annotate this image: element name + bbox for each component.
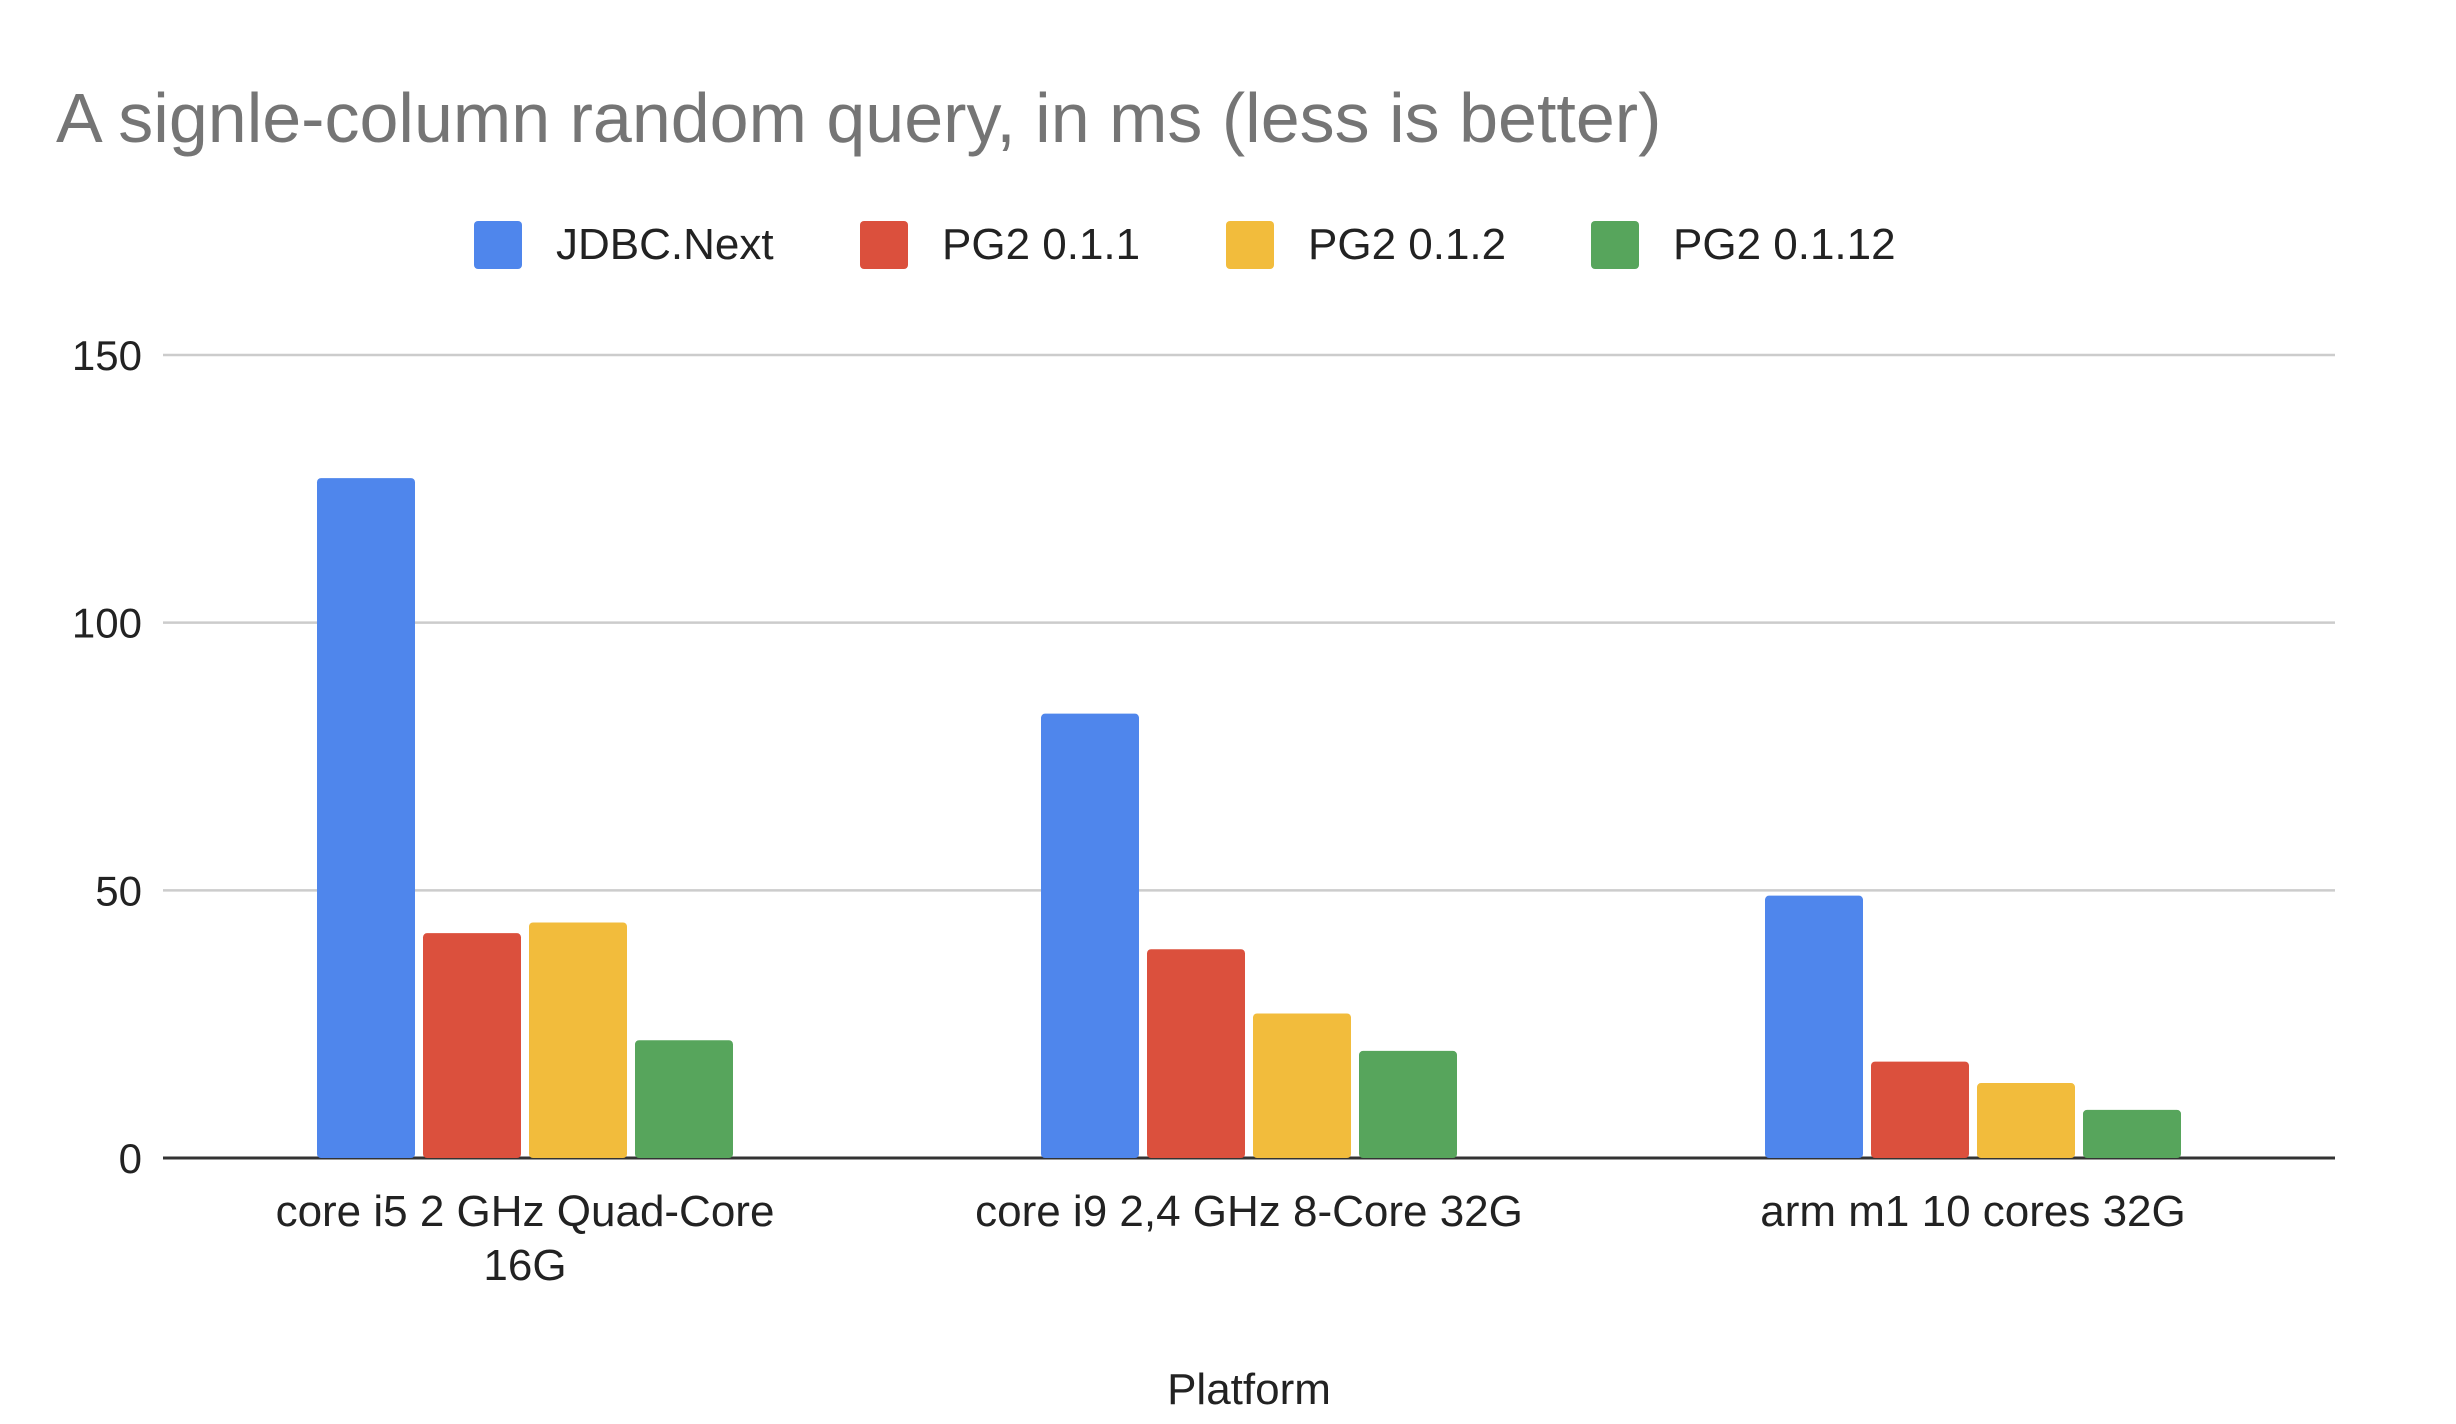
x-tick-label: core i5 2 GHz Quad-Core [276,1187,775,1236]
bar [635,1040,733,1158]
bar [423,933,521,1158]
y-tick-label: 150 [72,332,142,379]
y-tick-label: 50 [95,867,142,914]
y-tick-label: 0 [119,1135,142,1182]
chart-title: A signle-column random query, in ms (les… [56,79,1662,157]
legend-swatch [1591,221,1639,269]
bar [317,478,415,1158]
legend-label: PG2 0.1.12 [1673,220,1896,269]
legend-item: PG2 0.1.2 [1226,215,1506,275]
bar [529,922,627,1158]
legend-swatch [474,221,522,269]
x-tick-label: arm m1 10 cores 32G [1760,1187,2186,1236]
legend-label: PG2 0.1.2 [1308,220,1507,269]
legend-item: PG2 0.1.12 [1591,215,1896,275]
bar [1765,895,1863,1158]
legend-swatch [860,221,908,269]
legend-item: PG2 0.1.1 [860,215,1140,275]
bar [1977,1083,2075,1158]
legend: JDBC.Next PG2 0.1.1 PG2 0.1.2 PG2 0.1.12 [0,215,2456,275]
bar [1253,1013,1351,1158]
legend-item: JDBC.Next [474,215,774,275]
bar [1871,1061,1969,1158]
legend-swatch [1226,221,1274,269]
legend-label: JDBC.Next [556,220,774,269]
x-tick-label: core i9 2,4 GHz 8-Core 32G [975,1187,1523,1236]
bar [2083,1109,2181,1158]
x-tick-label: 16G [483,1241,566,1290]
bar [1041,713,1139,1158]
bar [1147,949,1245,1158]
y-tick-label: 100 [72,600,142,647]
x-axis-title: Platform [1167,1365,1331,1414]
legend-label: PG2 0.1.1 [942,220,1141,269]
bar [1359,1050,1457,1158]
